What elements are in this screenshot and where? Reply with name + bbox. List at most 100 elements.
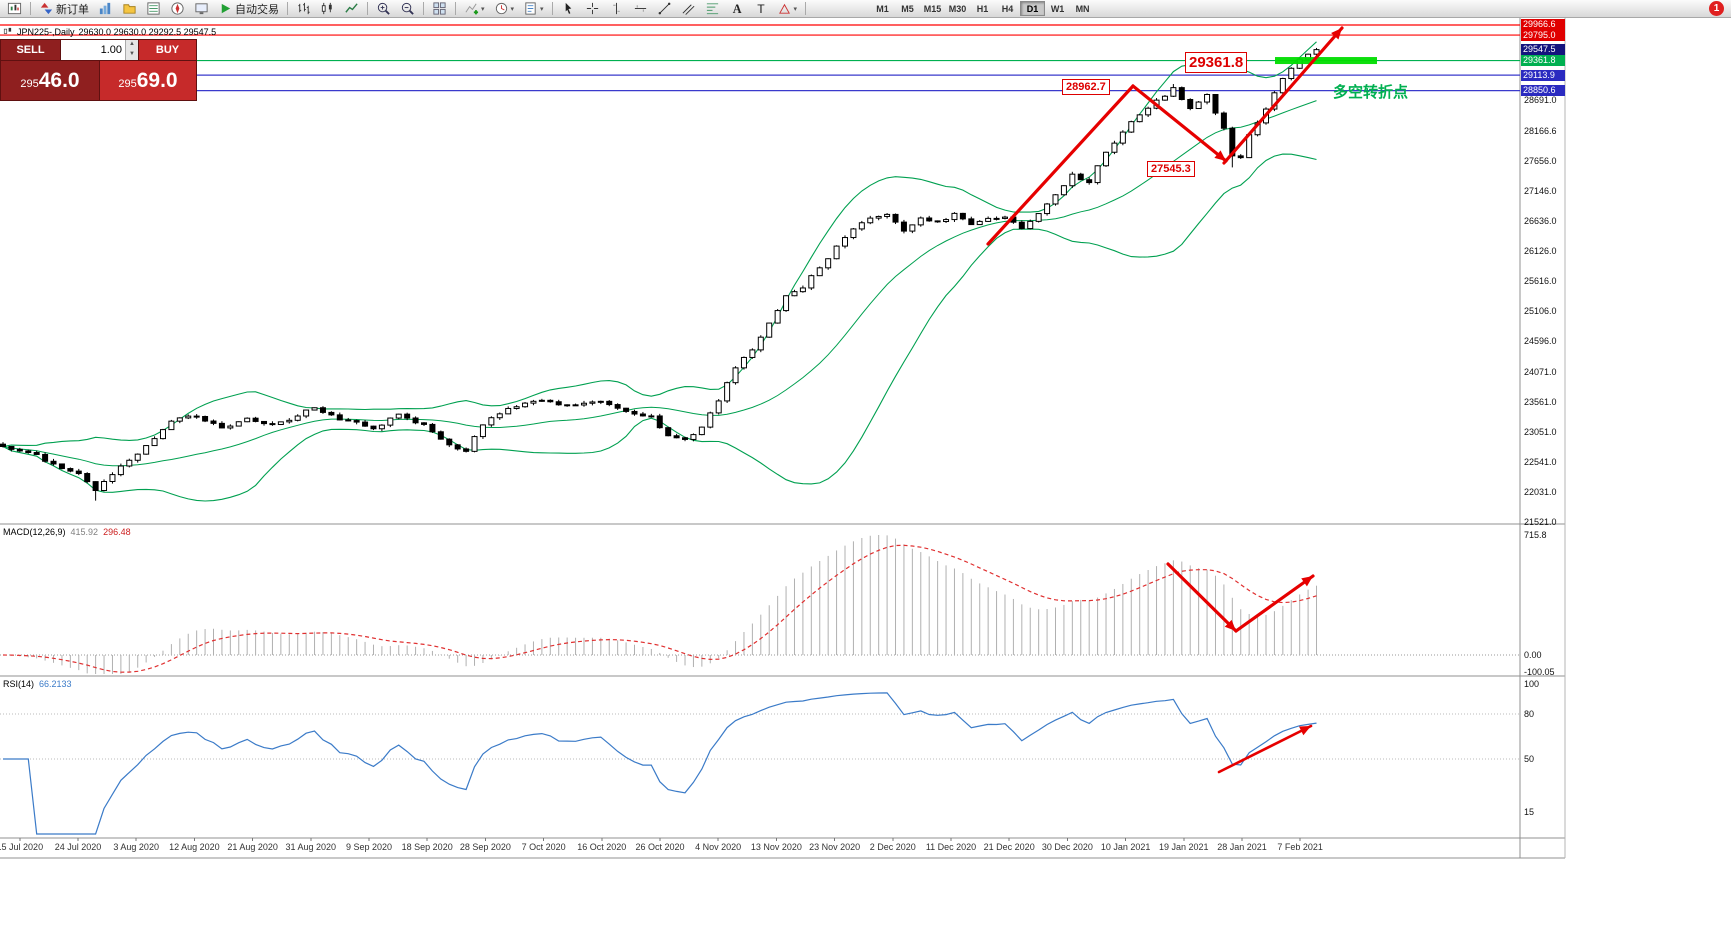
channel-icon (682, 4, 695, 15)
terminal-icon (195, 3, 208, 15)
date-label: 7 Feb 2021 (1277, 842, 1323, 852)
timeframe-button-m30[interactable]: M30 (948, 4, 967, 14)
price-axis-label: 28166.6 (1524, 125, 1557, 136)
hline-button[interactable] (629, 1, 652, 17)
zoom-in-button[interactable] (372, 1, 395, 17)
price-small-digits: 295 (20, 77, 39, 90)
price-axis-label: 21521.0 (1524, 516, 1557, 527)
date-label: 2 Dec 2020 (869, 842, 916, 852)
hline-icon (634, 5, 646, 12)
price-axis-label: 23051.0 (1524, 426, 1557, 437)
templates-icon (525, 2, 536, 15)
price-tag: 29966.6 (1521, 19, 1565, 31)
new-order-button-label: 新订单 (56, 3, 89, 16)
charts-button[interactable] (94, 1, 117, 17)
tile-windows-button[interactable] (428, 1, 451, 17)
navigator-button[interactable] (166, 1, 189, 17)
price-big-digits: 46.0 (38, 68, 80, 92)
zoom-out-icon (401, 2, 414, 15)
autotrading-button-label: 自动交易 (235, 3, 279, 16)
label-icon: T (757, 2, 765, 16)
tile-windows-icon (433, 2, 446, 15)
timeframe-button-h4[interactable]: H4 (1001, 4, 1014, 14)
main-toolbar: 新订单 自动交易 ▾ ▾ ▾ A T ▾ M1 M5 M15 M30 H1 H4 D1 W1 MN 1 (0, 0, 1731, 18)
text-button[interactable]: A (725, 1, 748, 17)
new-order-button[interactable]: 新订单 (35, 1, 93, 17)
volume-input[interactable] (61, 40, 125, 60)
price-small-digits: 295 (118, 77, 137, 90)
price-tag: 29547.5 (1521, 44, 1565, 56)
channel-button[interactable] (677, 1, 700, 17)
rsi-axis-label: 100 (1524, 679, 1540, 689)
timeframe-button-mn[interactable]: MN (1075, 4, 1090, 14)
chart-window-button[interactable] (3, 1, 26, 17)
fibonacci-button[interactable] (701, 1, 724, 17)
timeframe-button-m5[interactable]: M5 (901, 4, 914, 14)
date-label: 11 Dec 2020 (925, 842, 977, 852)
cursor-button[interactable] (557, 1, 580, 17)
zoom-out-button[interactable] (396, 1, 419, 17)
templates-button[interactable]: ▾ (519, 1, 548, 17)
chart-annotation: 多空转折点 (1333, 84, 1409, 101)
candles-button[interactable] (316, 1, 339, 17)
crosshair-button[interactable] (581, 1, 604, 17)
vline-button[interactable] (605, 1, 628, 17)
timeframe-button-w1[interactable]: W1 (1050, 4, 1065, 14)
dropdown-arrow-icon[interactable]: ▾ (793, 5, 798, 13)
date-label: 4 Nov 2020 (695, 842, 742, 852)
label-button[interactable]: T (749, 1, 772, 17)
time-axis[interactable]: 15 Jul 2020 24 Jul 2020 3 Aug 2020 12 Aug 2… (0, 838, 1520, 858)
date-label: 26 Oct 2020 (635, 842, 685, 852)
price-axis-label: 25616.0 (1524, 275, 1557, 286)
profiles-button[interactable] (118, 1, 141, 17)
price-axis-label: 24596.0 (1524, 335, 1557, 346)
price-tag: 29113.9 (1521, 69, 1565, 81)
autotrading-icon (221, 3, 231, 14)
indicators-button[interactable]: ▾ (460, 1, 489, 17)
timeframe-button-m1[interactable]: M1 (876, 4, 889, 14)
crosshair-icon (586, 2, 598, 15)
date-label: 12 Aug 2020 (169, 842, 220, 852)
date-label: 30 Dec 2020 (1041, 842, 1093, 852)
new-order-icon (40, 2, 53, 15)
date-label: 19 Jan 2021 (1159, 842, 1209, 852)
ask-price[interactable]: 29569.0 (99, 61, 196, 100)
spinner-up-icon[interactable]: ▲ (129, 41, 135, 47)
market-watch-icon (147, 2, 160, 15)
rsi-label: RSI(14) 66.2133 (3, 679, 72, 689)
autotrading-button[interactable]: 自动交易 (214, 1, 283, 17)
sell-button[interactable]: SELL (1, 40, 60, 60)
market-watch-button[interactable] (142, 1, 165, 17)
dropdown-arrow-icon[interactable]: ▾ (540, 5, 544, 13)
bid-price[interactable]: 29546.0 (1, 61, 99, 100)
bar-chart-button[interactable] (292, 1, 315, 17)
line-chart-button[interactable] (340, 1, 363, 17)
dropdown-arrow-icon[interactable]: ▾ (481, 5, 485, 13)
periods-button[interactable]: ▾ (490, 1, 519, 17)
price-axis-label: 26636.0 (1524, 215, 1557, 226)
charts-icon (99, 2, 111, 15)
timeframe-button-m15[interactable]: M15 (923, 4, 942, 14)
price-axis[interactable]: 28691.0 28166.6 27656.0 27146.0 26636.0 26126… (1520, 18, 1565, 858)
price-axis-label: 22031.0 (1524, 486, 1557, 497)
date-label: 28 Sep 2020 (459, 842, 511, 852)
terminal-button[interactable] (190, 1, 213, 17)
date-label: 3 Aug 2020 (113, 842, 159, 852)
dropdown-arrow-icon[interactable]: ▾ (510, 5, 515, 13)
date-label: 18 Sep 2020 (401, 842, 453, 852)
price-axis-label: 26126.0 (1524, 245, 1557, 256)
date-label: 23 Nov 2020 (809, 842, 861, 852)
price-big-digits: 69.0 (136, 68, 178, 92)
trendline-button[interactable] (653, 1, 676, 17)
price-tag: 28850.6 (1521, 85, 1565, 97)
buy-button[interactable]: BUY (139, 40, 196, 60)
timeframe-button-d1[interactable]: D1 (1020, 1, 1046, 16)
shapes-button[interactable]: ▾ (773, 1, 802, 17)
macd-name: MACD(12,26,9) (3, 527, 66, 537)
timeframe-button-h1[interactable]: H1 (976, 4, 989, 14)
bar-chart-icon (298, 2, 310, 15)
notification-badge[interactable]: 1 (1709, 1, 1724, 16)
date-label: 7 Oct 2020 (521, 842, 566, 852)
spinner-down-icon[interactable]: ▼ (129, 51, 135, 57)
